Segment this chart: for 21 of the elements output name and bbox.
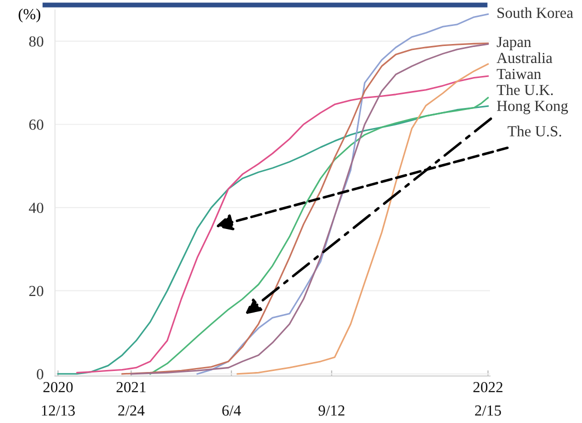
- line-series: [149, 96, 489, 375]
- y-tick-label: 80: [29, 36, 44, 47]
- y-tick-label: 40: [28, 202, 44, 214]
- series-label: Australia: [496, 52, 552, 64]
- y-tick-label: 0: [36, 369, 44, 380]
- x-tick-label: 2020 12/13: [42, 382, 75, 416]
- x-tick-label: 6/4: [222, 405, 241, 416]
- y-tick-label: 60: [29, 120, 44, 130]
- x-tick-label: 2022 2/15: [473, 382, 502, 416]
- line-series: [236, 63, 489, 375]
- y-axis-title: (%): [18, 8, 40, 22]
- series-label: Japan: [496, 36, 532, 50]
- x-tick-label: 2021 2/24: [116, 382, 146, 416]
- series-label: Hong Kong: [496, 100, 568, 114]
- line-series: [196, 13, 489, 375]
- annotation: The U.S.: [508, 126, 562, 136]
- series-label: The U.K.: [496, 84, 553, 96]
- series-label: Taiwan: [496, 68, 542, 80]
- x-tick-label: 9/12: [318, 405, 344, 416]
- y-tick-label: 20: [29, 286, 44, 296]
- series-label: South Korea: [498, 7, 574, 18]
